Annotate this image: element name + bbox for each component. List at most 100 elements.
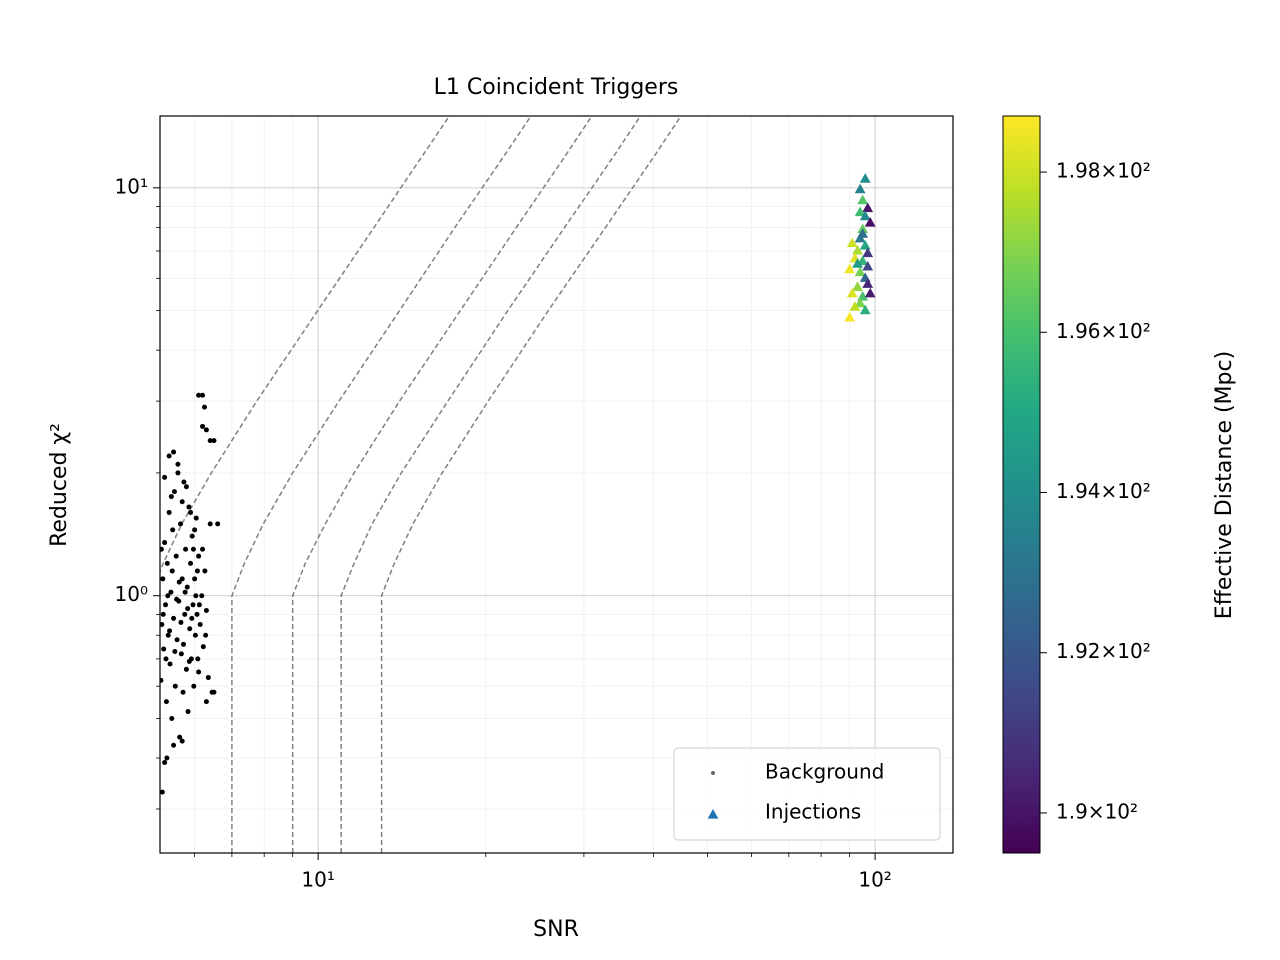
background-point [161, 646, 167, 652]
injection-point [862, 278, 874, 288]
legend-label: Injections [765, 800, 861, 824]
background-point [201, 404, 207, 410]
plot-area [160, 116, 876, 853]
background-point [168, 494, 174, 500]
injection-point [859, 210, 871, 221]
background-point [203, 427, 209, 433]
background-point [179, 576, 185, 582]
background-point [200, 392, 206, 398]
background-point [175, 470, 181, 476]
legend: Background Injections [707, 760, 884, 824]
background-point [163, 602, 169, 608]
background-point [162, 760, 168, 766]
background-point [163, 699, 169, 705]
y-axis-label: Reduced χ² [47, 423, 72, 547]
injection-point [849, 301, 861, 311]
background-point [171, 615, 177, 621]
background-point [162, 474, 168, 480]
background-point [194, 611, 200, 617]
background-point [183, 546, 189, 552]
background-point [188, 560, 194, 566]
injection-point [854, 183, 866, 194]
colorbar-tick-label: 1.98×10² [1056, 159, 1151, 183]
background-point [169, 568, 175, 574]
injection-point [864, 216, 876, 227]
background-point [203, 607, 209, 613]
background-point [172, 683, 178, 689]
background-point [186, 658, 192, 664]
background-point [193, 515, 199, 521]
background-point [211, 438, 217, 444]
background-point [195, 656, 201, 662]
background-point [171, 742, 177, 748]
background-point [184, 584, 190, 590]
chart-title: L1 Coincident Triggers [434, 75, 679, 100]
contour-line [160, 116, 450, 574]
colorbar-tick-label: 1.94×10² [1056, 479, 1151, 503]
background-point [179, 499, 185, 505]
injection-point [854, 266, 866, 277]
background-point [171, 449, 177, 455]
colorbar-axis: 1.9×10² 1.92×10² 1.94×10² 1.96×10² 1.98×10² [1040, 159, 1151, 823]
background-point [188, 509, 194, 515]
injection-point [852, 281, 863, 292]
background-point [196, 602, 202, 608]
background-point [203, 632, 209, 638]
colorbar-label: Effective Distance (Mpc) [1212, 351, 1237, 619]
x-axis-label: SNR [533, 917, 579, 942]
injection-point [844, 263, 856, 274]
injection-point [854, 206, 866, 217]
background-point [205, 675, 211, 681]
background-point [180, 641, 186, 647]
background-point [192, 632, 198, 638]
colorbar [1002, 115, 1041, 854]
background-point [160, 622, 165, 627]
background-point [196, 669, 202, 675]
background-point [162, 540, 168, 546]
background-point [215, 521, 221, 527]
background-point [192, 527, 198, 533]
background-point [182, 589, 188, 595]
injection-point [852, 258, 863, 268]
y-tick-label: 10¹ [115, 174, 148, 198]
background-point [164, 755, 170, 761]
background-point [193, 593, 199, 599]
background-point [191, 683, 197, 689]
injection-point [846, 237, 858, 248]
background-point [167, 661, 173, 667]
background-point [168, 589, 174, 595]
background-point [202, 568, 208, 574]
background-point [165, 593, 171, 599]
background-point [160, 789, 165, 795]
axes: 10¹ 10² 10⁰ 10¹ [115, 174, 892, 891]
background-point [167, 628, 173, 634]
colorbar-tick-label: 1.92×10² [1056, 639, 1151, 663]
background-point [186, 504, 192, 510]
background-point [171, 489, 177, 495]
background-point [185, 709, 191, 715]
background-point [197, 622, 203, 628]
injection-point [854, 297, 866, 308]
background-point [178, 651, 184, 657]
background-point [183, 484, 189, 490]
background-point [185, 606, 191, 612]
y-tick-label: 10⁰ [115, 582, 148, 606]
injection-point [859, 173, 871, 183]
injection-point [862, 260, 874, 271]
axes-frame [159, 115, 954, 854]
background-point [194, 568, 200, 574]
background-point [178, 521, 184, 527]
background-point [160, 576, 166, 582]
background-point [199, 593, 205, 599]
background-point [166, 509, 172, 515]
contour-line [231, 116, 532, 853]
background-point [192, 576, 198, 582]
background-point [160, 677, 164, 683]
legend-marker [707, 809, 719, 819]
background-point [177, 734, 183, 740]
background-point [187, 626, 193, 632]
background-point [181, 479, 187, 485]
x-tick-label: 10² [858, 868, 891, 892]
injection-point [859, 240, 871, 250]
